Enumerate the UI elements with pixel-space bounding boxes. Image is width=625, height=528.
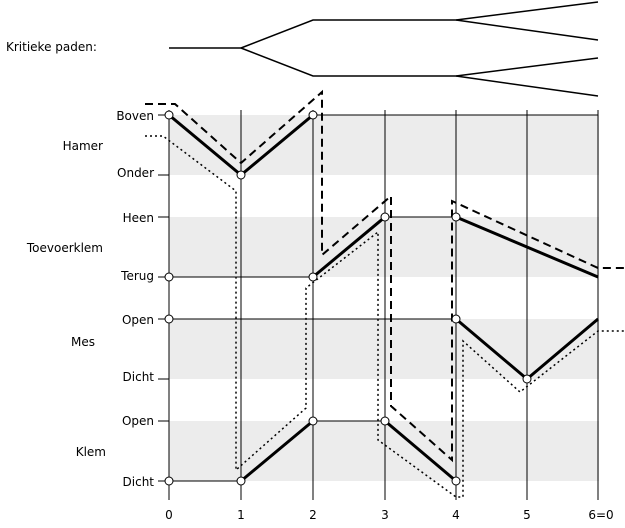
node [451, 212, 461, 222]
state-label-terug: Terug [120, 269, 154, 283]
component-label-klem: Klem [76, 445, 106, 459]
node [308, 110, 318, 120]
critical-paths-label: Kritieke paden: [6, 40, 97, 54]
band-klem [169, 421, 599, 481]
node [164, 476, 174, 486]
state-nodes [164, 110, 532, 486]
state-label-heen: Heen [123, 211, 154, 225]
node [380, 416, 390, 426]
step-label-1: 1 [237, 508, 245, 522]
state-label-mes-dicht: Dicht [123, 370, 155, 384]
step-label-4: 4 [452, 508, 460, 522]
klem-motion-open [384, 419, 457, 483]
step-label-3: 3 [381, 508, 389, 522]
band-hamer [169, 115, 599, 175]
dotted-path [145, 135, 625, 498]
state-label-klem-open: Open [122, 414, 154, 428]
state-label-mes-open: Open [122, 313, 154, 327]
state-label-klem-dicht: Dicht [123, 475, 155, 489]
state-label-onder: Onder [117, 166, 154, 180]
state-lines [169, 114, 598, 482]
step-label-6: 6=0 [588, 508, 613, 522]
step-label-2: 2 [309, 508, 317, 522]
component-label-mes: Mes [71, 335, 95, 349]
node [451, 476, 461, 486]
node [236, 170, 246, 180]
toevoerklem-motion-down [455, 215, 599, 279]
component-label-hamer: Hamer [63, 139, 103, 153]
node [451, 314, 461, 324]
node [380, 212, 390, 222]
toevoerklem-motion-up [312, 215, 386, 279]
critical-path-upper-branch [455, 19, 599, 41]
step-label-0: 0 [165, 508, 173, 522]
dashed-path [145, 89, 625, 463]
component-label-toevoerklem: Toevoerklem [26, 241, 103, 255]
state-label-boven: Boven [116, 109, 154, 123]
critical-paths [169, 1, 599, 97]
node [164, 314, 174, 324]
state-ticks [158, 114, 169, 482]
band-mes [169, 319, 599, 379]
critical-path-lower-branch [455, 75, 599, 97]
node [308, 272, 318, 282]
klem-motion-close [240, 419, 314, 483]
node [164, 272, 174, 282]
node [164, 110, 174, 120]
critical-path-lower [240, 47, 599, 77]
node [308, 416, 318, 426]
band-toevoerklem [169, 217, 599, 277]
critical-path-upper [240, 1, 599, 49]
node [236, 476, 246, 486]
step-label-5: 5 [523, 508, 531, 522]
node [522, 374, 532, 384]
